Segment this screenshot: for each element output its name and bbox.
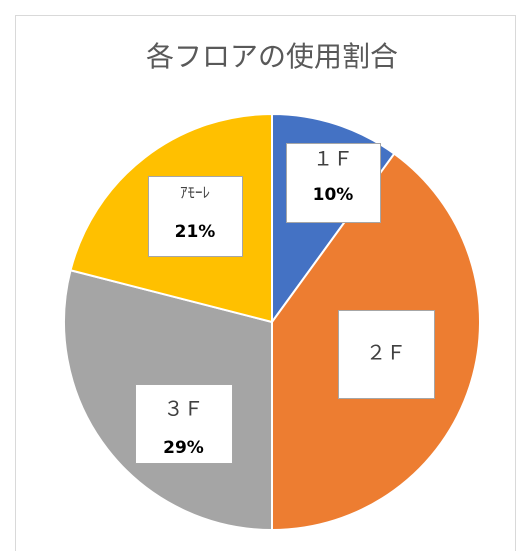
label-box xyxy=(338,310,435,399)
value-label: 29% xyxy=(163,438,204,458)
value-label: 10% xyxy=(313,185,354,205)
value-label: 21% xyxy=(175,222,216,242)
category-label: １Ｆ xyxy=(313,147,353,171)
category-label: ２Ｆ xyxy=(366,341,406,365)
label-box xyxy=(148,176,243,257)
chart-title: 各フロアの使用割合 xyxy=(146,40,398,73)
label-box xyxy=(135,384,233,464)
label-box xyxy=(286,143,381,223)
category-label: ３Ｆ xyxy=(164,397,204,421)
category-label: ｱﾓｰﾚ xyxy=(180,184,210,202)
